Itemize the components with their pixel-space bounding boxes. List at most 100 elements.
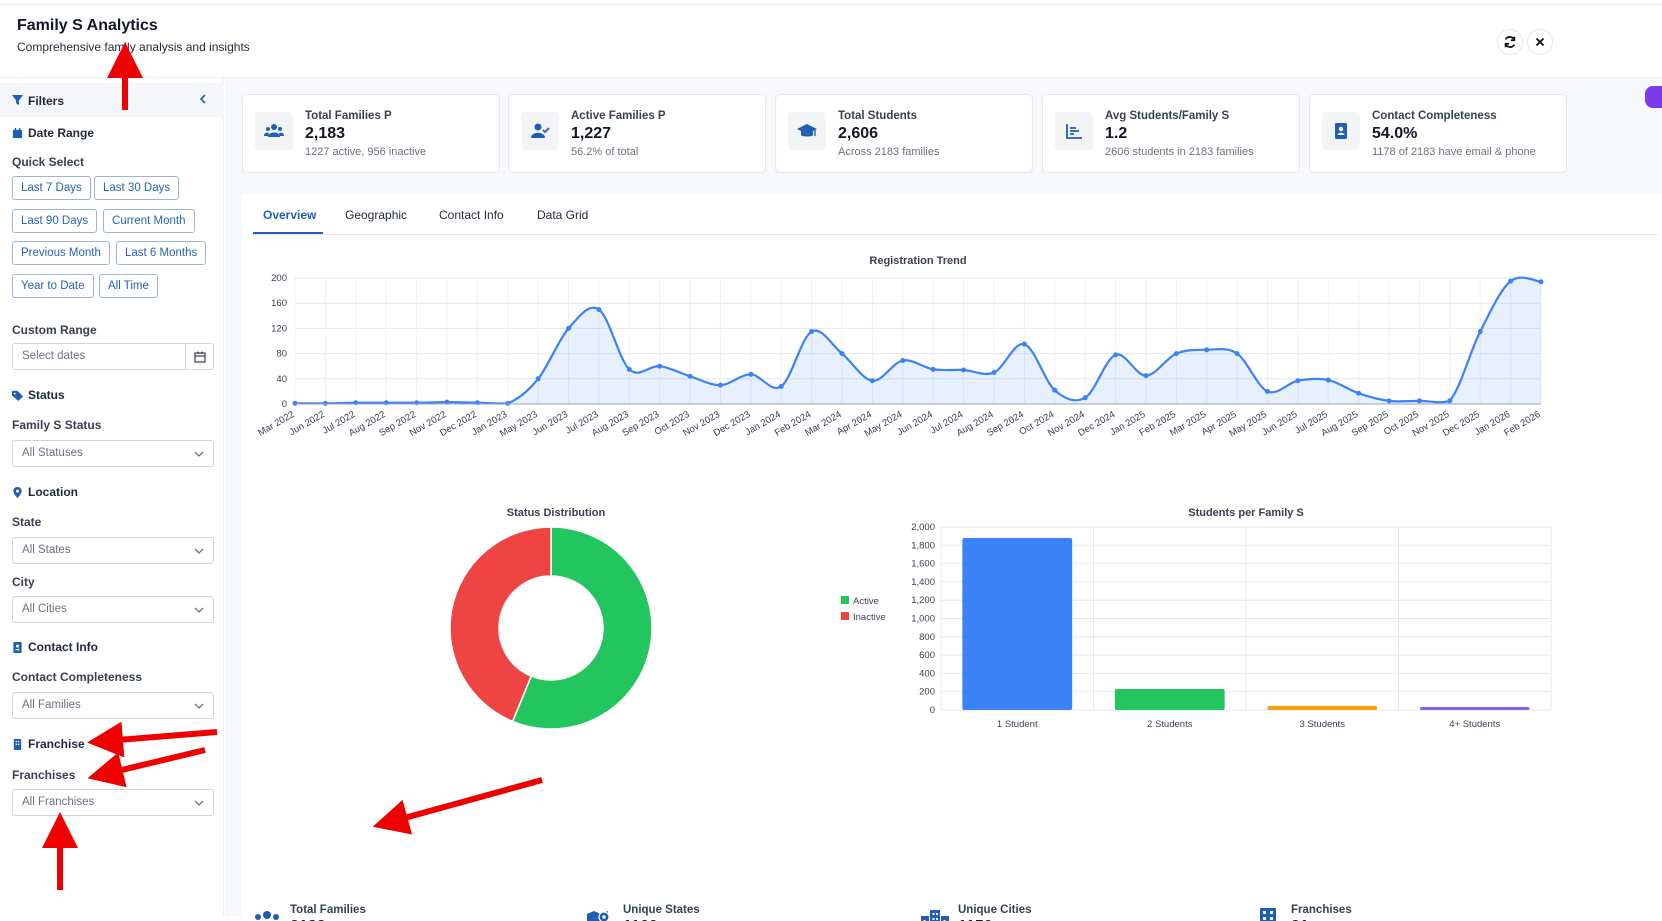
last-90-days-button[interactable]: Last 90 Days — [12, 209, 98, 233]
tab-data-grid[interactable]: Data Grid — [537, 208, 589, 222]
y-tick-label: 600 — [919, 650, 935, 661]
legend-label: Inactive — [853, 612, 886, 623]
annotation-arrow — [87, 747, 206, 788]
tag-icon — [12, 390, 23, 401]
last-6-months-button[interactable]: Last 6 Months — [116, 241, 207, 265]
custom-range-placeholder: Select dates — [22, 350, 86, 362]
previous-month-button[interactable]: Previous Month — [12, 241, 110, 265]
bar — [1419, 707, 1530, 710]
refresh-button[interactable] — [1497, 29, 1523, 55]
stat-value: 1159 — [958, 918, 1031, 921]
status-label: Status — [28, 388, 65, 402]
chevron-down-icon — [194, 548, 204, 554]
kpi-subtitle: 1178 of 2183 have email & phone — [1372, 146, 1536, 158]
calendar-icon — [193, 351, 206, 363]
filters-label: Filters — [28, 94, 65, 108]
kpi-subtitle: 2606 students in 2183 families — [1105, 146, 1254, 158]
tab-contact-info[interactable]: Contact Info — [439, 208, 504, 222]
building-icon — [13, 738, 22, 750]
kpi-subtitle: 56.2% of total — [571, 146, 639, 158]
close-icon — [1535, 37, 1545, 47]
annotation-arrow — [372, 777, 543, 835]
date-range-label: Date Range — [28, 126, 95, 140]
kpi-card-total-students: Total Students 2,606 Across 2183 familie… — [775, 94, 1033, 173]
collapse-sidebar-icon[interactable] — [197, 93, 209, 105]
calendar-picker-button[interactable] — [185, 344, 213, 369]
all-time-button[interactable]: All Time — [99, 274, 158, 298]
data-point — [1021, 341, 1027, 347]
franchises-select[interactable]: All Franchises — [12, 789, 214, 816]
kpi-value: 54.0% — [1372, 125, 1418, 142]
data-point — [1173, 351, 1179, 357]
calendar-icon — [12, 127, 23, 138]
active-tab-indicator — [253, 232, 323, 234]
data-point — [991, 370, 997, 375]
y-tick-label: 400 — [919, 668, 935, 679]
y-tick-label: 2,000 — [911, 522, 935, 533]
data-point — [930, 366, 936, 372]
graduation-cap-icon — [788, 112, 826, 150]
custom-range-input[interactable]: Select dates — [12, 343, 214, 370]
data-point — [566, 325, 572, 331]
contact-completeness-select[interactable]: All Families — [12, 692, 214, 719]
data-point — [687, 373, 693, 379]
annotation-arrow — [87, 721, 218, 758]
kpi-title: Active Families P — [571, 110, 666, 122]
custom-range-label: Custom Range — [12, 323, 97, 337]
users-icon — [255, 112, 293, 150]
stat-unique-states: Unique States 1160 — [586, 904, 700, 921]
stat-unique-cities: Unique Cities 1159 — [921, 904, 1031, 921]
city-select[interactable]: All Cities — [12, 596, 214, 623]
stat-total-families: Total Families 2183 — [253, 904, 366, 921]
stat-value: 31 — [1291, 918, 1352, 921]
legend-swatch — [841, 612, 849, 620]
data-point — [869, 378, 875, 384]
kpi-value: 1.2 — [1105, 125, 1128, 142]
quick-select-label: Quick Select — [12, 155, 85, 169]
data-point — [961, 367, 967, 373]
data-point — [626, 366, 632, 372]
city-value: All Cities — [22, 603, 67, 615]
kpi-title: Contact Completeness — [1372, 110, 1497, 122]
data-point — [1052, 387, 1058, 393]
legend-swatch — [841, 596, 849, 604]
last-30-days-button[interactable]: Last 30 Days — [94, 176, 180, 200]
year-to-date-button[interactable]: Year to Date — [12, 274, 94, 298]
chart-title: Status Distribution — [507, 507, 606, 519]
y-tick-label: 200 — [271, 273, 287, 284]
data-point — [1234, 351, 1240, 357]
tab-geographic[interactable]: Geographic — [345, 208, 408, 222]
data-point — [1143, 373, 1149, 379]
y-tick-label: 40 — [276, 374, 287, 385]
last-7-days-button[interactable]: Last 7 Days — [12, 176, 91, 200]
chart-bar-icon — [1055, 112, 1093, 150]
data-point — [1204, 347, 1210, 353]
kpi-card-avg-students: Avg Students/Family S 1.2 2606 students … — [1042, 94, 1300, 173]
stat-title: Unique States — [623, 904, 700, 916]
y-tick-label: 80 — [276, 349, 287, 360]
current-month-button[interactable]: Current Month — [103, 209, 195, 233]
franchise-section: Franchise — [12, 737, 85, 751]
top-divider — [0, 4, 1662, 5]
location-label: Location — [28, 485, 78, 499]
contact-info-label: Contact Info — [28, 640, 98, 654]
chart-title: Registration Trend — [869, 255, 966, 267]
tab-overview[interactable]: Overview — [263, 208, 317, 222]
edit-widget-button[interactable] — [1645, 86, 1662, 108]
kpi-title: Total Students — [838, 110, 918, 122]
city-label: City — [12, 575, 35, 589]
data-point — [1447, 398, 1453, 404]
chevron-down-icon — [194, 703, 204, 709]
family-status-select[interactable]: All Statuses — [12, 440, 214, 467]
legend-label: Active — [853, 596, 879, 607]
students-per-family-chart: Students per Family S 0 200 400 600 800 1,000 1… — [911, 507, 1552, 730]
map-icon — [587, 911, 610, 921]
data-point — [1477, 329, 1483, 335]
data-point — [596, 307, 602, 312]
stat-value: 2183 — [290, 918, 366, 921]
close-button[interactable] — [1527, 29, 1553, 55]
kpi-value: 2,606 — [838, 125, 879, 142]
user-check-icon — [521, 112, 559, 150]
state-select[interactable]: All States — [12, 537, 214, 564]
